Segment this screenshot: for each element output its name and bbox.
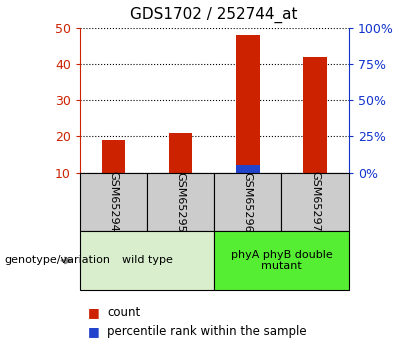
Bar — [102, 140, 125, 172]
Text: GSM65296: GSM65296 — [243, 171, 253, 232]
Text: count: count — [107, 306, 140, 319]
Text: GSM65297: GSM65297 — [310, 171, 320, 232]
Bar — [169, 132, 192, 172]
Bar — [80, 172, 147, 231]
Text: wild type: wild type — [121, 256, 173, 265]
Text: genotype/variation: genotype/variation — [4, 256, 110, 265]
Bar — [281, 172, 349, 231]
Bar — [303, 172, 327, 184]
Bar — [214, 231, 349, 290]
Bar — [80, 231, 214, 290]
Title: GDS1702 / 252744_at: GDS1702 / 252744_at — [131, 7, 298, 23]
Bar — [303, 57, 327, 172]
Bar — [214, 172, 281, 231]
Text: phyA phyB double
mutant: phyA phyB double mutant — [231, 250, 332, 271]
Text: ■: ■ — [88, 325, 100, 338]
Text: percentile rank within the sample: percentile rank within the sample — [107, 325, 307, 338]
Bar — [236, 165, 260, 172]
Text: ■: ■ — [88, 306, 100, 319]
Bar — [102, 172, 125, 190]
Bar — [147, 172, 214, 231]
Bar — [236, 35, 260, 172]
Bar — [169, 172, 192, 190]
Text: GSM65294: GSM65294 — [108, 171, 118, 232]
Text: GSM65295: GSM65295 — [176, 171, 186, 232]
